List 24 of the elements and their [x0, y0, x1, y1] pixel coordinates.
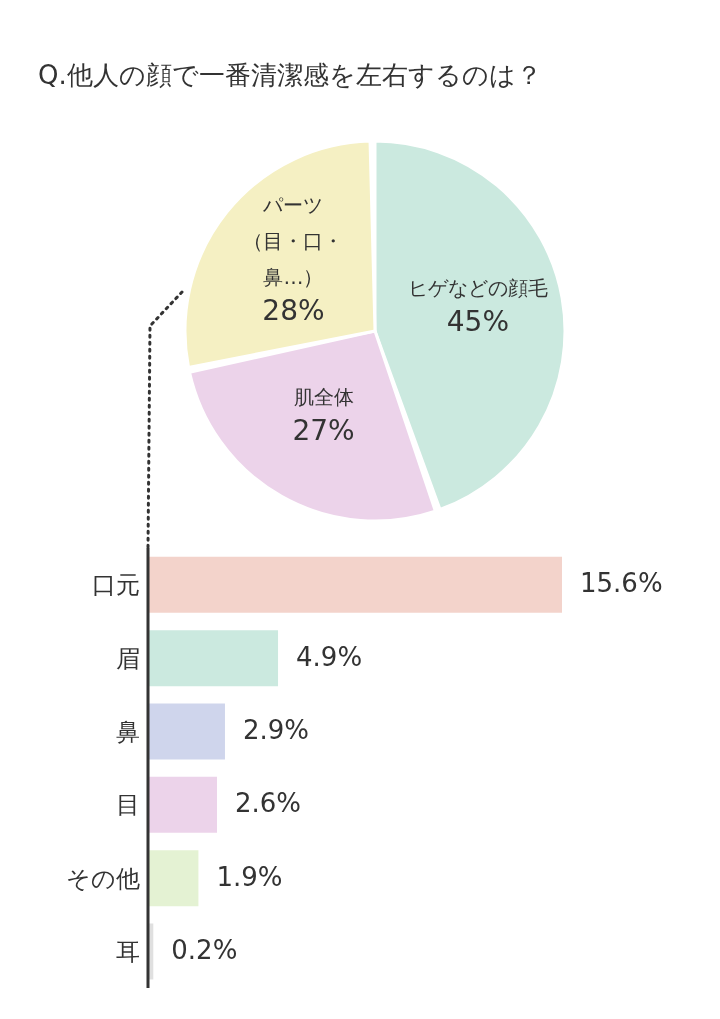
y-tick-label: 耳 [116, 937, 140, 966]
data-label: 2.6% [235, 788, 302, 819]
bar [148, 703, 225, 760]
data-label: 27% [292, 413, 355, 447]
y-tick-label: 鼻 [116, 717, 140, 746]
data-label: 45% [446, 304, 510, 338]
y-tick-label: 口元 [92, 571, 140, 600]
slice-label: 肌全体 [293, 384, 354, 409]
data-label: 1.9% [216, 861, 283, 892]
chart-title: Q.他人の顔で一番清潔感を左右するのは？ [38, 59, 542, 92]
data-label: 2.9% [242, 714, 310, 745]
bar [148, 776, 217, 833]
data-label: 28% [262, 293, 325, 327]
bar [148, 556, 562, 613]
data-label: 15.6% [580, 568, 663, 599]
slice-label: ヒゲなどの顔毛 [407, 275, 548, 300]
y-tick-label: その他 [66, 864, 140, 893]
data-label: 0.2% [171, 934, 238, 965]
y-tick-label: 眉 [116, 644, 140, 673]
y-tick-label: 目 [116, 791, 140, 820]
bar [148, 630, 279, 687]
bar [148, 850, 199, 907]
slice-label: パーツ（目・口・鼻…） [243, 192, 344, 289]
data-label: 4.9% [296, 641, 363, 672]
